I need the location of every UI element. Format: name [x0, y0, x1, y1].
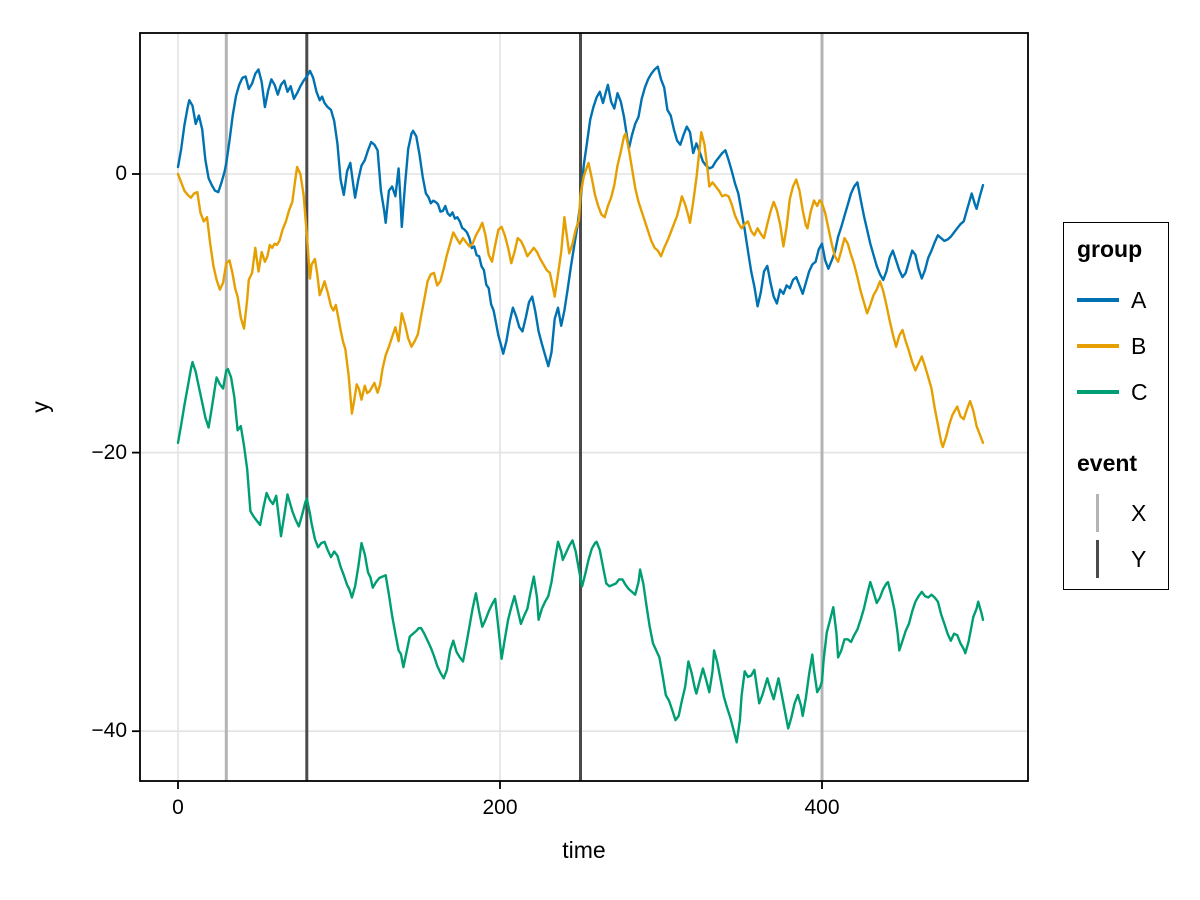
legend-group-title: group [1077, 236, 1143, 262]
panel-border [139, 32, 1029, 782]
series-line-A [176, 65, 985, 368]
legend-key-B [1077, 323, 1119, 369]
series-C-line-icon [1077, 390, 1119, 394]
legend-item-C-label: C [1131, 379, 1148, 405]
x-tick-label-0: 0 [172, 796, 184, 819]
x-tick-label-400: 400 [804, 796, 840, 819]
legend-item-A-label: A [1131, 287, 1147, 313]
legend-item-A: A [1077, 277, 1146, 323]
event-Y-line-icon [1096, 540, 1100, 578]
y-tick-label-neg20: −20 [91, 441, 127, 464]
legend-item-Y-label: Y [1131, 546, 1147, 572]
series-A-line-icon [1077, 298, 1119, 302]
y-axis-title: y [27, 401, 53, 413]
legend-item-C: C [1077, 369, 1148, 415]
series-B-line-icon [1077, 344, 1119, 348]
legend-key-X [1077, 490, 1119, 536]
legend-item-B-label: B [1131, 333, 1147, 359]
x-axis-title: time [562, 837, 606, 863]
event-X-line-icon [1096, 494, 1100, 532]
series-line-B [176, 130, 985, 449]
y-tick-label-neg40: −40 [91, 719, 127, 742]
legend-key-C [1077, 369, 1119, 415]
y-tick-label-0: 0 [115, 162, 127, 185]
x-tick-label-200: 200 [482, 796, 518, 819]
legend-key-A [1077, 277, 1119, 323]
legend-item-X: X [1077, 490, 1146, 536]
legend-key-Y [1077, 536, 1119, 582]
series-line-C [176, 360, 985, 744]
legend-event-title: event [1077, 450, 1138, 476]
legend: group A B C event X Y [1063, 222, 1169, 590]
legend-item-X-label: X [1131, 500, 1147, 526]
legend-item-Y: Y [1077, 536, 1146, 582]
legend-item-B: B [1077, 323, 1146, 369]
